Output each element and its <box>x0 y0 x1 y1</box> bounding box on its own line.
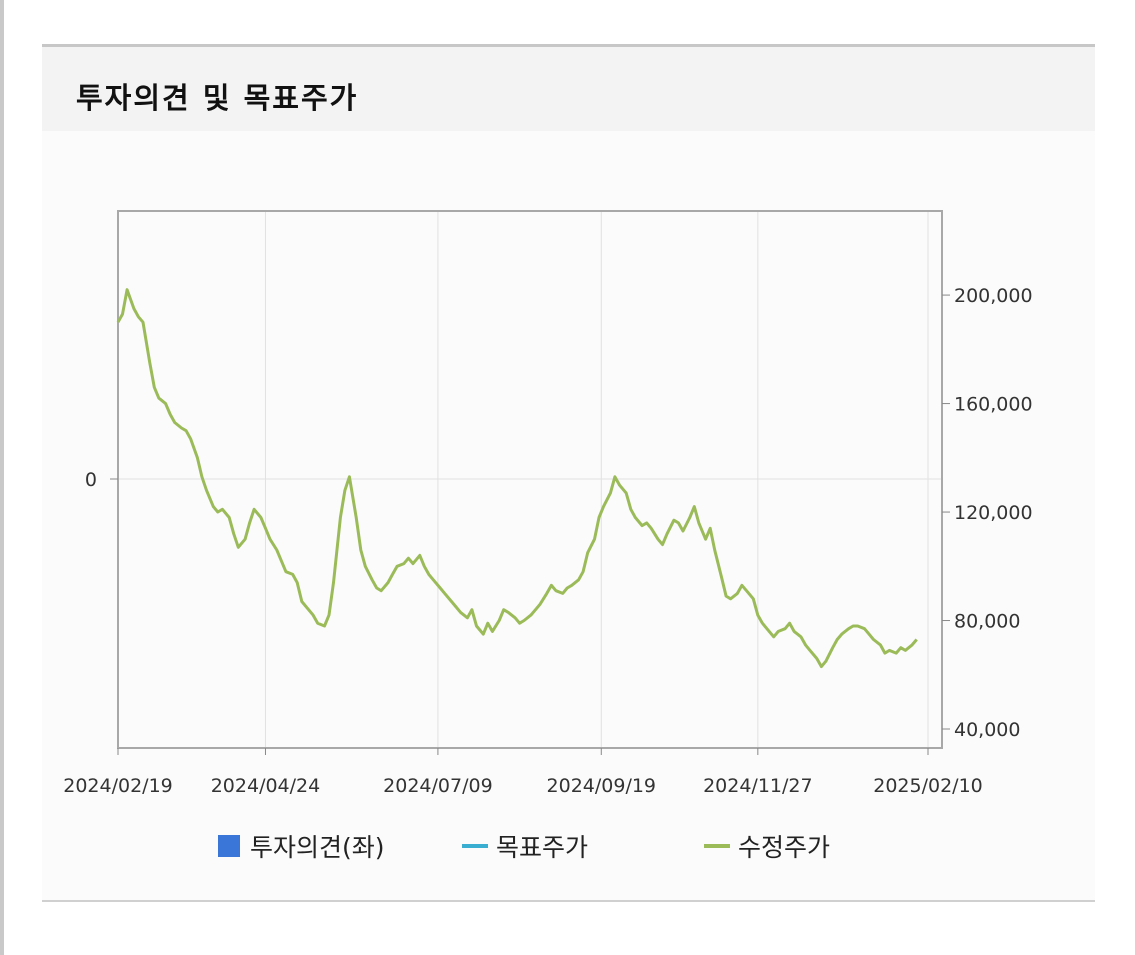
x-tick-label: 2025/02/10 <box>873 775 983 797</box>
legend-price: 수정주가 <box>704 826 830 866</box>
legend-label-opinion: 투자의견(좌) <box>250 833 385 862</box>
x-axis-labels: 2024/02/19 2024/04/24 2024/07/09 2024/09/19… <box>63 775 983 797</box>
grid-layer <box>118 211 942 748</box>
legend-swatch-target <box>462 844 488 848</box>
legend-target: 목표주가 <box>462 826 588 866</box>
legend-swatch-opinion <box>218 835 240 857</box>
legend-swatch-price <box>704 844 730 848</box>
y-right-tick-label: 160,000 <box>954 394 1033 416</box>
left-border <box>0 0 4 955</box>
x-tick-label: 2024/09/19 <box>547 775 657 797</box>
legend-label-price: 수정주가 <box>738 833 831 862</box>
y-right-tick-label: 40,000 <box>954 719 1020 741</box>
legend-label-target: 목표주가 <box>496 833 589 862</box>
x-tick-label: 2024/11/27 <box>703 775 813 797</box>
panel-bottom-rule <box>42 900 1095 902</box>
series-line-adjusted-price <box>116 288 918 669</box>
y-right-tick-label: 120,000 <box>954 502 1033 524</box>
chart-panel: 투자의견 및 목표주가 <box>42 44 1095 902</box>
x-tick-label: 2024/07/09 <box>383 775 493 797</box>
y-left-tick-label: 0 <box>85 469 97 491</box>
panel-title: 투자의견 및 목표주가 <box>76 81 359 115</box>
legend-opinion: 투자의견(좌) <box>218 826 385 866</box>
tick-layer <box>110 294 950 755</box>
x-tick-label: 2024/02/19 <box>63 775 173 797</box>
y-right-tick-label: 80,000 <box>954 611 1020 633</box>
panel-top-rule <box>42 44 1095 47</box>
x-tick-label: 2024/04/24 <box>211 775 321 797</box>
y-right-tick-label: 200,000 <box>954 285 1033 307</box>
panel-header: 투자의견 및 목표주가 <box>42 47 1095 131</box>
y-axis-labels: 40,000 80,000 120,000 160,000 200,000 0 <box>85 285 1033 741</box>
